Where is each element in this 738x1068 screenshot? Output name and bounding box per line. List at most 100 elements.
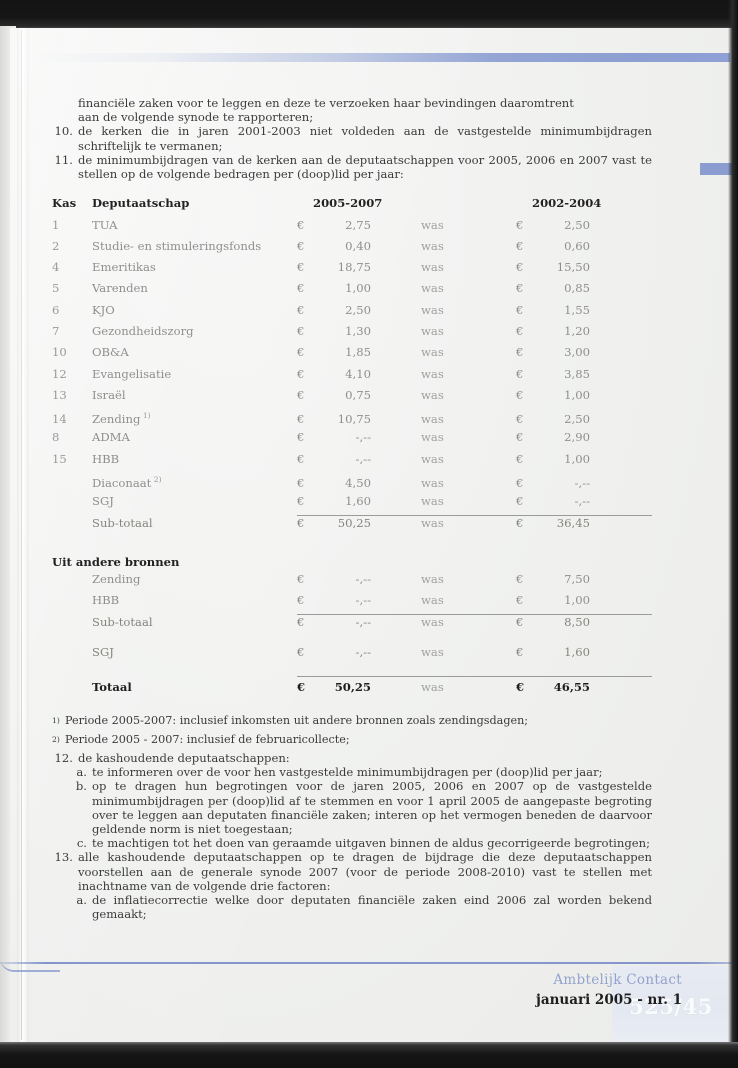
row-name: Zending 1)	[92, 411, 151, 427]
total-euro-new: €	[297, 680, 306, 695]
scan-edge-top	[0, 0, 738, 31]
row-amount-old: 2,90	[564, 430, 590, 445]
row-euro-new: €	[297, 217, 305, 232]
page-number-panel	[612, 966, 730, 1042]
subtotal-main-new: 50,25	[337, 515, 371, 530]
row-euro-new: €	[297, 324, 305, 338]
row-was: was	[421, 324, 444, 338]
table-row: SGJ €1,60 was € -,--	[52, 494, 652, 515]
list-item-10: 10. de kerken die in jaren 2001-2003 nie…	[52, 124, 652, 152]
publication-title: Ambtelijk Contact	[553, 972, 682, 988]
table-row: 1 TUA €2,75 was €2,50	[52, 218, 652, 239]
subtotal-other-new: -,--	[355, 614, 371, 629]
row-was: was	[421, 345, 444, 360]
row-was: was	[421, 451, 444, 466]
continuation-line-1: financiële zaken voor te leggen en deze …	[78, 96, 574, 110]
row-kas: 2	[52, 238, 60, 253]
table-row: 13 Israël €0,75 was €1,00	[52, 388, 652, 409]
sgj-other-label: SGJ	[92, 644, 114, 659]
other-row-was: was	[421, 571, 444, 586]
row-kas: 15	[52, 451, 67, 466]
row-kas: 12	[52, 366, 67, 381]
list-item-text: de kashoudende deputaatschappen:	[78, 750, 290, 765]
row-amount-new: 0,75	[345, 387, 371, 402]
footnote-marker: 2)	[151, 475, 162, 485]
subtotal-row-other: Sub-totaal € -,-- was € 8,50	[52, 615, 652, 636]
sub-list-item-text: de inflatiecorrectie welke door deputate…	[92, 892, 652, 922]
footnote-marker: 2)	[52, 734, 60, 744]
table-row: 2 Studie- en stimuleringsfonds €0,40 was €0,…	[52, 239, 652, 260]
row-was: was	[421, 494, 444, 509]
table-main-rows: 1 TUA €2,75 was €2,50 2 Studie- en stimulering…	[52, 218, 652, 516]
subtotal-main-euro-new: €	[297, 515, 305, 530]
row-euro-old: €	[516, 366, 524, 381]
other-row-amount-new: -,--	[355, 571, 371, 586]
row-euro-new: €	[297, 451, 305, 466]
row-amount-new: 2,75	[345, 217, 371, 232]
subtotal-other-was: was	[421, 614, 444, 629]
row-was: was	[421, 302, 444, 317]
sub-list-item-marker: a.	[76, 765, 87, 780]
row-euro-old: €	[516, 238, 524, 253]
page-number: 525/45	[629, 994, 713, 1019]
row-was: was	[421, 412, 444, 427]
row-was: was	[421, 366, 444, 381]
row-kas: 10	[52, 345, 67, 360]
row-amount-old: 1,00	[564, 451, 590, 466]
row-name: Varenden	[92, 281, 148, 296]
row-amount-old: 1,00	[564, 387, 590, 402]
sub-list-item: a. de inflatiecorrectie welke door deputa…	[52, 893, 652, 921]
header-period-new: 2005-2007	[313, 196, 383, 211]
subtotal-main-was: was	[421, 515, 444, 530]
row-amount-new: -,--	[355, 430, 371, 445]
footnote-text: Periode 2005 - 2007: inclusief de februa…	[65, 732, 350, 746]
list-item-marker: 13.	[54, 850, 73, 865]
total-label: Totaal	[92, 680, 132, 695]
row-was: was	[421, 238, 444, 253]
row-amount-old: 2,50	[564, 412, 590, 427]
subtotal-main-label: Sub-totaal	[92, 515, 153, 530]
row-name: SGJ	[92, 494, 114, 509]
footer-accent-rule	[0, 962, 738, 964]
list-item: 12. de kashoudende deputaatschappen: a. te …	[52, 751, 652, 850]
footnote-marker: 1)	[52, 716, 60, 726]
subtotal-row-main: Sub-totaal € 50,25 was € 36,45	[52, 516, 652, 537]
continuation-line-2: aan de volgende synode te rapporteren;	[78, 110, 314, 125]
table-row: HBB € -,-- was €1,00	[52, 593, 652, 614]
row-was: was	[421, 217, 444, 232]
sub-list-item: b. op te dragen hun begrotingen voor de j…	[52, 779, 652, 836]
row-was: was	[421, 387, 444, 402]
row-name: HBB	[92, 451, 120, 466]
sgj-other-row: SGJ € -,-- was € 1,60	[52, 645, 652, 666]
row-euro-new: €	[297, 345, 305, 360]
subtotal-other-old: 8,50	[564, 614, 590, 629]
spacer-before-sgj	[52, 636, 652, 645]
subtotal-other-label: Sub-totaal	[92, 614, 153, 629]
minimum-contributions-table: Kas Deputaatschap 2005-2007 2002-2004 1 T…	[52, 196, 652, 701]
row-euro-new: €	[297, 281, 305, 296]
row-euro-old: €	[516, 217, 524, 232]
subtotal-main-euro-old: €	[516, 515, 524, 530]
subtotal-other-euro-old: €	[516, 614, 524, 629]
row-euro-old: €	[516, 260, 524, 275]
list-item-marker: 12.	[54, 750, 73, 765]
sub-list-item: c. te machtigen tot het doen van geraamde…	[52, 836, 652, 850]
table-other-rows: Zending € -,-- was €7,50 HBB € -,-- was €1,00	[52, 572, 652, 615]
row-amount-old: 1,55	[564, 302, 590, 317]
row-kas: 8	[52, 430, 60, 445]
sub-list-item-marker: a.	[76, 892, 87, 907]
row-name: Israël	[92, 387, 126, 402]
row-amount-old: 0,60	[564, 238, 590, 253]
binding-fold-line	[21, 30, 22, 1040]
other-row-amount-new: -,--	[355, 593, 371, 608]
list-item-10-marker: 10.	[54, 124, 73, 139]
subtotal-other-euro-new: €	[297, 614, 305, 629]
sgj-other-new: -,--	[355, 644, 371, 659]
row-euro-new: €	[297, 430, 305, 445]
row-name: Evangelisatie	[92, 366, 172, 381]
sub-list-item: a. te informeren over de voor hen vastges…	[52, 765, 652, 779]
list-item-11: 11. de minimumbijdragen van de kerken aa…	[52, 153, 652, 181]
sub-list-item-marker: c.	[76, 836, 87, 851]
total-row: Totaal € 50,25 was € 46,55	[52, 680, 652, 701]
